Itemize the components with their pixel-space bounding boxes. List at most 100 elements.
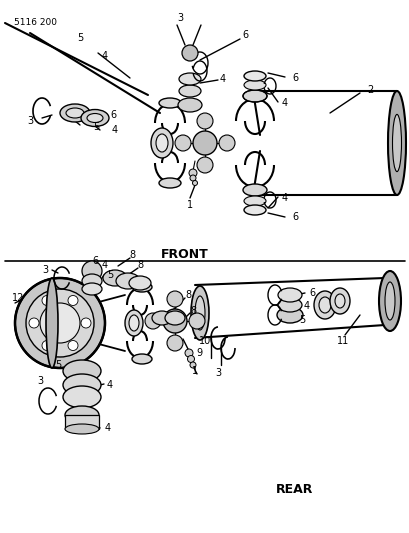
Text: 6: 6 (291, 212, 297, 222)
Circle shape (42, 295, 52, 305)
Ellipse shape (63, 386, 101, 408)
Ellipse shape (378, 271, 400, 331)
Text: 8: 8 (189, 306, 196, 316)
Ellipse shape (116, 273, 139, 289)
Ellipse shape (243, 205, 265, 215)
Ellipse shape (243, 80, 265, 90)
Ellipse shape (391, 115, 400, 172)
Ellipse shape (82, 261, 102, 281)
Circle shape (166, 335, 182, 351)
Ellipse shape (276, 307, 302, 323)
Circle shape (193, 131, 216, 155)
Ellipse shape (179, 73, 200, 85)
Circle shape (26, 289, 94, 357)
Text: 12: 12 (12, 293, 24, 303)
Ellipse shape (313, 291, 335, 319)
Ellipse shape (159, 98, 180, 108)
Ellipse shape (129, 315, 139, 331)
Circle shape (81, 318, 91, 328)
Text: 1: 1 (191, 366, 198, 376)
Ellipse shape (384, 282, 394, 320)
Ellipse shape (191, 286, 209, 340)
Circle shape (196, 157, 213, 173)
Ellipse shape (65, 406, 99, 424)
Circle shape (163, 309, 187, 333)
Ellipse shape (387, 91, 405, 195)
Ellipse shape (60, 104, 90, 122)
Ellipse shape (132, 282, 152, 292)
Ellipse shape (179, 85, 200, 97)
Text: 3: 3 (214, 368, 220, 378)
Text: 6: 6 (291, 73, 297, 83)
Circle shape (182, 45, 198, 61)
Text: 4: 4 (102, 51, 108, 61)
Circle shape (184, 349, 193, 357)
Circle shape (189, 175, 196, 181)
Ellipse shape (132, 354, 152, 364)
Circle shape (196, 113, 213, 129)
Text: 10: 10 (198, 336, 211, 346)
Ellipse shape (66, 108, 84, 118)
Text: 4: 4 (112, 125, 118, 135)
Ellipse shape (155, 134, 168, 152)
Ellipse shape (82, 274, 102, 288)
Circle shape (145, 313, 161, 329)
Ellipse shape (63, 360, 101, 382)
Ellipse shape (103, 270, 127, 286)
Ellipse shape (243, 196, 265, 206)
Circle shape (189, 362, 196, 368)
Circle shape (192, 181, 197, 185)
Ellipse shape (152, 311, 172, 325)
Circle shape (68, 341, 78, 351)
Text: 6: 6 (308, 288, 314, 298)
Text: 2: 2 (366, 85, 372, 95)
Text: 3: 3 (37, 376, 43, 386)
Ellipse shape (243, 90, 266, 102)
Ellipse shape (318, 297, 330, 313)
Ellipse shape (63, 374, 101, 396)
Text: 5: 5 (55, 360, 61, 370)
Text: 4: 4 (102, 260, 108, 270)
Bar (65, 415, 99, 429)
Ellipse shape (243, 184, 266, 196)
Text: 8: 8 (184, 290, 191, 300)
Text: 11: 11 (336, 336, 348, 346)
Text: 4: 4 (303, 301, 309, 311)
Ellipse shape (243, 71, 265, 81)
Ellipse shape (334, 294, 344, 308)
Circle shape (68, 295, 78, 305)
Ellipse shape (125, 310, 143, 336)
Ellipse shape (129, 276, 151, 290)
Text: 3: 3 (177, 13, 182, 23)
Text: 8: 8 (128, 250, 135, 260)
Ellipse shape (164, 311, 184, 325)
Ellipse shape (81, 109, 109, 126)
Circle shape (42, 341, 52, 351)
Text: 5: 5 (77, 33, 83, 43)
Text: 3: 3 (42, 265, 48, 275)
Circle shape (29, 318, 39, 328)
Text: 6: 6 (92, 256, 98, 266)
Ellipse shape (329, 288, 349, 314)
Circle shape (187, 356, 194, 362)
Ellipse shape (277, 298, 301, 312)
Circle shape (40, 303, 80, 343)
Text: 8: 8 (137, 260, 143, 270)
Text: 4: 4 (107, 380, 113, 390)
Circle shape (166, 291, 182, 307)
Circle shape (189, 169, 196, 177)
Circle shape (175, 135, 191, 151)
Ellipse shape (159, 178, 180, 188)
Ellipse shape (178, 98, 202, 112)
Text: 4: 4 (281, 98, 288, 108)
Text: 5: 5 (93, 122, 99, 132)
Text: 6: 6 (241, 30, 247, 40)
Ellipse shape (46, 278, 58, 368)
Text: 3: 3 (27, 116, 33, 126)
Text: FRONT: FRONT (161, 247, 208, 261)
Text: 5: 5 (298, 315, 304, 325)
Text: 5116 200: 5116 200 (14, 18, 57, 27)
Ellipse shape (82, 283, 102, 295)
Ellipse shape (195, 296, 204, 330)
Text: 4: 4 (105, 423, 111, 433)
